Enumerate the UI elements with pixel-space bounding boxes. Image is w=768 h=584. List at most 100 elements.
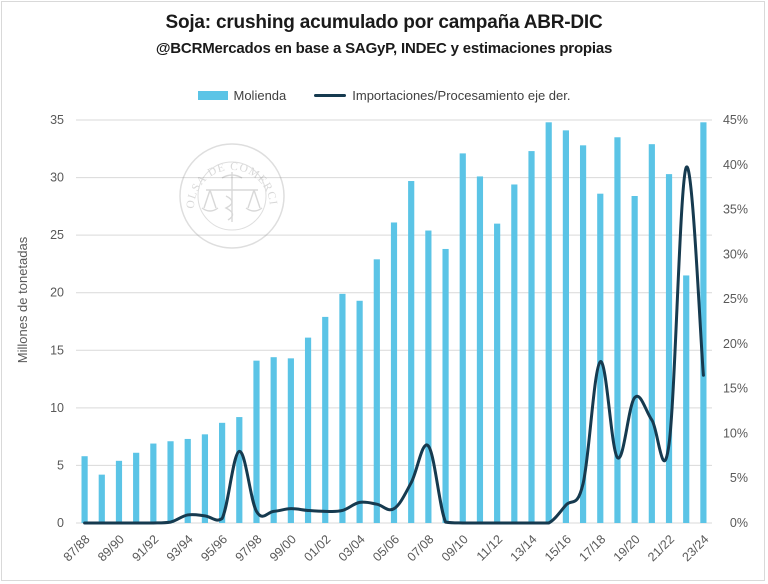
y-tick-label-right: 35% <box>723 203 748 217</box>
y-tick-label-right: 40% <box>723 158 748 172</box>
x-tick-label: 07/08 <box>404 532 436 564</box>
line-point <box>341 509 344 512</box>
line-point <box>650 418 654 422</box>
y-tick-label-right: 45% <box>723 113 748 127</box>
y-axis-left: 0 5 10 15 20 25 30 35 <box>50 113 64 530</box>
line-point <box>581 482 585 485</box>
x-tick-label: 15/16 <box>542 532 574 564</box>
bar <box>270 357 277 523</box>
y-tick-label-left: 5 <box>57 458 64 472</box>
bar <box>545 122 552 523</box>
x-tick-label: 87/88 <box>61 532 93 564</box>
line-point <box>530 521 533 525</box>
line-point <box>461 521 464 525</box>
line-point <box>392 507 396 510</box>
y-tick-label-right: 10% <box>723 426 748 440</box>
y-axis-right: 0% 5% 10% 15% 20% 25% 30% 35% 40% 45% <box>723 113 748 530</box>
line-point <box>306 509 310 512</box>
bar <box>201 434 209 523</box>
line-point <box>186 513 189 517</box>
legend-swatch-bar <box>197 91 228 100</box>
x-tick-label: 93/94 <box>164 532 196 564</box>
bar <box>597 193 604 524</box>
x-tick-label: 01/02 <box>301 532 333 564</box>
y-tick-label-right: 0% <box>730 516 748 530</box>
line-point <box>272 510 275 513</box>
bar <box>304 337 312 523</box>
line-point <box>685 166 688 169</box>
bar <box>115 460 123 523</box>
bar <box>442 248 449 523</box>
bar <box>494 223 501 523</box>
chart-subtitle: @BCRMercados en base a SAGyP, INDEC y es… <box>155 40 613 57</box>
series-line <box>83 165 705 525</box>
line-point <box>134 521 138 525</box>
x-tick-label: 05/06 <box>370 532 402 564</box>
bar <box>98 474 105 523</box>
line-point <box>667 442 671 446</box>
line-point <box>203 514 207 518</box>
y-tick-label-right: 20% <box>723 337 748 351</box>
x-tick-label: 99/00 <box>267 532 299 564</box>
y-tick-label-left: 15 <box>50 343 64 357</box>
y-tick-label-left: 35 <box>50 113 64 127</box>
bar <box>425 230 432 523</box>
bar <box>167 441 174 523</box>
watermark-seal: BOLSA DE COMERCIO DE ROSARIO <box>0 0 285 249</box>
bar <box>562 130 569 523</box>
x-tick-label: 95/96 <box>198 532 230 564</box>
x-tick-label: 21/22 <box>645 532 677 564</box>
line-point <box>599 360 602 363</box>
x-tick-label: 97/98 <box>233 532 265 564</box>
line-point <box>358 501 361 504</box>
line-point <box>409 481 413 484</box>
y-tick-label-left: 10 <box>50 401 64 415</box>
legend: Molienda Importaciones/Procesamiento eje… <box>0 88 768 103</box>
y-tick-label-right: 30% <box>723 247 748 261</box>
chart-title: Soja: crushing acumulado por campaña ABR… <box>165 12 603 33</box>
y-tick-label-left: 0 <box>57 516 64 530</box>
y-axis-title: Millones de tonetadas <box>15 236 30 363</box>
bar <box>373 259 380 523</box>
x-axis: 87/88 89/90 91/92 93/94 95/96 97/98 99/00 01/02… <box>61 532 712 564</box>
bar <box>476 176 484 524</box>
line-series-importaciones <box>83 165 705 525</box>
line-point <box>83 521 86 525</box>
line-point <box>324 510 327 513</box>
x-tick-label: 89/90 <box>95 532 127 564</box>
x-tick-label: 23/24 <box>680 532 712 564</box>
line-point <box>547 521 550 525</box>
bar <box>459 153 466 524</box>
line-point <box>289 507 293 510</box>
line-point <box>100 521 103 525</box>
x-tick-label: 13/14 <box>508 532 540 564</box>
bar <box>579 145 587 523</box>
x-tick-label: 19/20 <box>611 532 643 564</box>
bar <box>150 443 157 523</box>
bar <box>700 122 707 523</box>
bar <box>287 358 294 523</box>
line-point <box>117 521 121 525</box>
line-point <box>478 521 482 525</box>
line-point <box>513 521 516 525</box>
bar <box>253 360 260 523</box>
x-tick-label: 09/10 <box>439 532 471 564</box>
bar <box>133 452 140 523</box>
x-tick-label: 03/04 <box>336 532 368 564</box>
bar <box>390 222 398 523</box>
line-point <box>238 450 241 453</box>
line-point <box>616 456 619 459</box>
bar <box>648 144 655 523</box>
bar <box>81 456 88 523</box>
legend-swatch-line <box>314 94 347 97</box>
line-point <box>427 444 430 448</box>
bar <box>665 174 673 524</box>
line-point <box>444 520 447 524</box>
line-point <box>220 517 224 520</box>
line-point <box>564 503 568 507</box>
legend-label-molienda: Molienda <box>233 88 287 103</box>
y-tick-label-left: 25 <box>50 228 64 242</box>
line-point <box>633 396 636 399</box>
